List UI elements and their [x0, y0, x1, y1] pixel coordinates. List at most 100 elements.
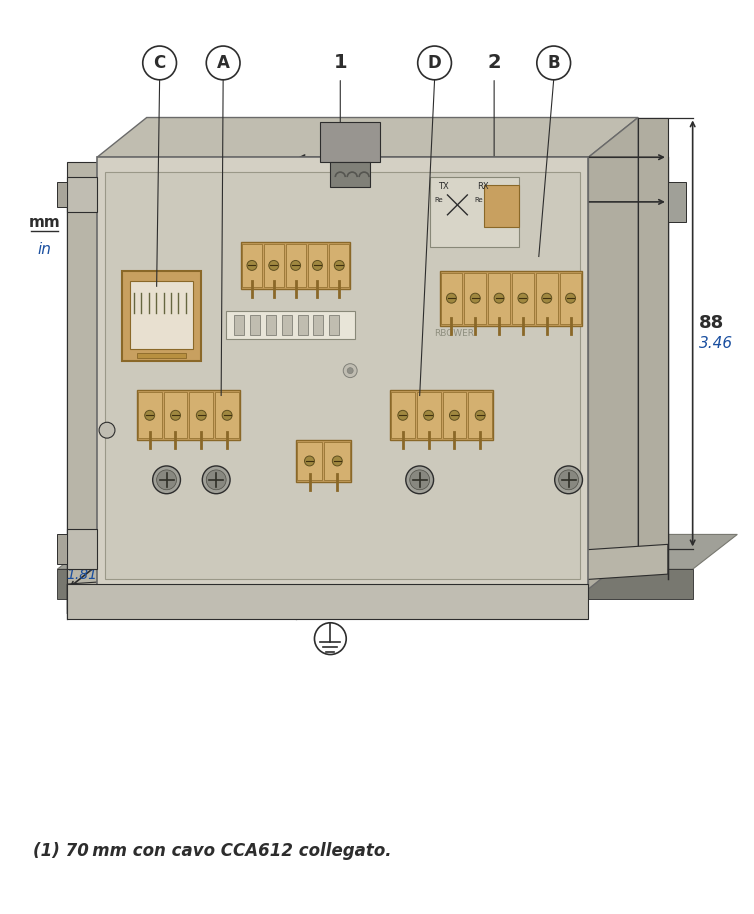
- Polygon shape: [136, 353, 186, 357]
- Polygon shape: [443, 392, 466, 438]
- Text: Re: Re: [434, 197, 443, 203]
- Polygon shape: [488, 273, 510, 324]
- Circle shape: [449, 410, 459, 420]
- Polygon shape: [105, 172, 581, 579]
- Polygon shape: [164, 392, 188, 438]
- Polygon shape: [241, 241, 350, 289]
- Polygon shape: [57, 535, 67, 564]
- Polygon shape: [308, 244, 327, 287]
- Polygon shape: [67, 584, 588, 619]
- Polygon shape: [484, 185, 519, 227]
- Text: in: in: [38, 241, 51, 257]
- Circle shape: [202, 466, 230, 494]
- Circle shape: [566, 293, 575, 303]
- Circle shape: [334, 260, 345, 271]
- Polygon shape: [130, 282, 193, 349]
- Polygon shape: [234, 315, 244, 335]
- Circle shape: [470, 293, 480, 303]
- Circle shape: [559, 470, 578, 490]
- Text: 3: 3: [495, 172, 508, 190]
- Polygon shape: [324, 442, 350, 480]
- Circle shape: [446, 293, 456, 303]
- Circle shape: [518, 293, 528, 303]
- Text: 2: 2: [487, 53, 501, 72]
- Circle shape: [348, 367, 353, 374]
- Polygon shape: [668, 182, 685, 222]
- Polygon shape: [67, 162, 97, 609]
- Text: mm: mm: [29, 215, 60, 229]
- Circle shape: [494, 293, 504, 303]
- Polygon shape: [296, 442, 323, 480]
- Polygon shape: [468, 392, 492, 438]
- Polygon shape: [320, 122, 380, 162]
- Polygon shape: [298, 315, 308, 335]
- Polygon shape: [329, 315, 339, 335]
- Polygon shape: [122, 271, 201, 361]
- Circle shape: [290, 260, 301, 271]
- Polygon shape: [559, 273, 581, 324]
- Polygon shape: [57, 535, 737, 569]
- Text: TX: TX: [437, 182, 449, 191]
- Circle shape: [207, 470, 226, 490]
- Text: C: C: [154, 54, 166, 72]
- Polygon shape: [57, 569, 693, 599]
- Text: Re: Re: [474, 197, 483, 203]
- Polygon shape: [138, 392, 161, 438]
- Circle shape: [343, 364, 357, 377]
- Polygon shape: [296, 441, 351, 482]
- Text: 88: 88: [699, 314, 724, 333]
- Polygon shape: [282, 315, 292, 335]
- Polygon shape: [97, 118, 638, 157]
- Polygon shape: [67, 529, 97, 569]
- Circle shape: [305, 456, 314, 466]
- Polygon shape: [440, 271, 583, 326]
- Circle shape: [398, 410, 408, 420]
- Polygon shape: [329, 244, 349, 287]
- Polygon shape: [512, 273, 534, 324]
- Polygon shape: [97, 157, 588, 589]
- Polygon shape: [226, 311, 355, 339]
- Polygon shape: [242, 244, 262, 287]
- Text: 3.46: 3.46: [699, 335, 733, 351]
- Text: B: B: [547, 54, 560, 72]
- Polygon shape: [215, 392, 239, 438]
- Polygon shape: [286, 244, 305, 287]
- Text: 1: 1: [333, 53, 347, 72]
- Text: 144: 144: [349, 218, 386, 236]
- Polygon shape: [266, 315, 276, 335]
- Circle shape: [312, 260, 323, 271]
- Circle shape: [333, 456, 342, 466]
- Circle shape: [99, 422, 115, 438]
- Polygon shape: [440, 273, 462, 324]
- Polygon shape: [189, 392, 213, 438]
- Polygon shape: [390, 390, 493, 441]
- Circle shape: [196, 410, 207, 420]
- Circle shape: [247, 260, 257, 271]
- Polygon shape: [638, 118, 668, 549]
- Text: RBOWER: RBOWER: [434, 329, 474, 338]
- Circle shape: [157, 470, 176, 490]
- Polygon shape: [464, 273, 486, 324]
- Polygon shape: [264, 244, 284, 287]
- Circle shape: [475, 410, 485, 420]
- Circle shape: [555, 466, 583, 494]
- Circle shape: [409, 470, 430, 490]
- Polygon shape: [417, 392, 440, 438]
- Circle shape: [542, 293, 552, 303]
- Polygon shape: [536, 273, 558, 324]
- Circle shape: [152, 466, 180, 494]
- Polygon shape: [136, 390, 240, 441]
- Circle shape: [424, 410, 434, 420]
- Text: A: A: [216, 54, 229, 72]
- Text: 30$^{(1)}$: 30$^{(1)}$: [63, 547, 101, 567]
- Circle shape: [269, 260, 279, 271]
- Text: 5.67: 5.67: [351, 233, 385, 248]
- Polygon shape: [314, 315, 323, 335]
- Circle shape: [406, 466, 434, 494]
- Polygon shape: [330, 162, 370, 187]
- Text: D: D: [428, 54, 441, 72]
- Circle shape: [222, 410, 232, 420]
- Polygon shape: [67, 545, 668, 614]
- Polygon shape: [67, 177, 97, 212]
- Polygon shape: [57, 182, 67, 207]
